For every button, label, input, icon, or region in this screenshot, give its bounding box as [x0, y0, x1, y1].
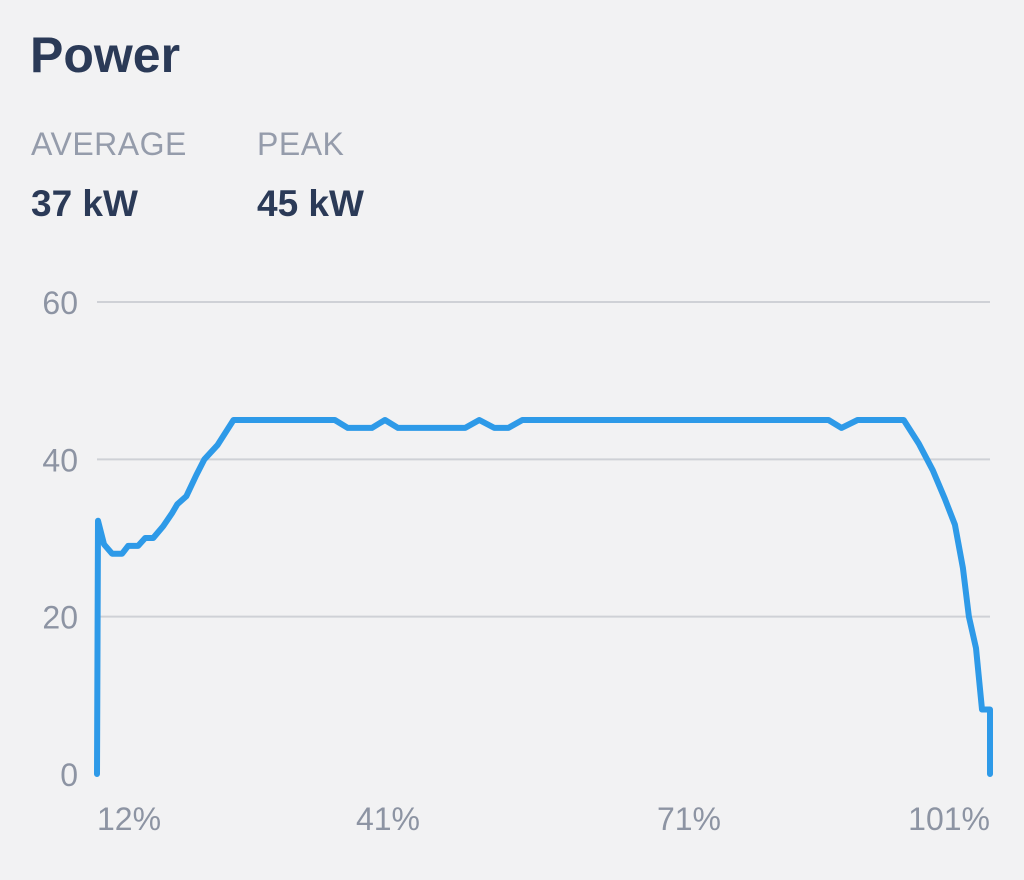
y-tick-label: 0 — [60, 757, 78, 793]
x-tick-label: 12% — [97, 801, 161, 837]
y-tick-label: 60 — [42, 285, 78, 321]
stat-peak: PEAK 45 kW — [257, 126, 364, 225]
page-title: Power — [30, 27, 181, 83]
y-tick-label: 20 — [42, 600, 78, 636]
x-tick-label: 71% — [657, 801, 721, 837]
stat-label: AVERAGE — [31, 126, 187, 162]
x-tick-label: 101% — [908, 801, 990, 837]
stat-average: AVERAGE 37 kW — [31, 126, 187, 225]
stat-value: 45 kW — [257, 183, 364, 224]
y-tick-label: 40 — [42, 442, 78, 478]
stat-value: 37 kW — [31, 183, 138, 224]
stat-label: PEAK — [257, 126, 345, 162]
power-line — [94, 417, 993, 777]
x-tick-label: 41% — [356, 801, 420, 837]
